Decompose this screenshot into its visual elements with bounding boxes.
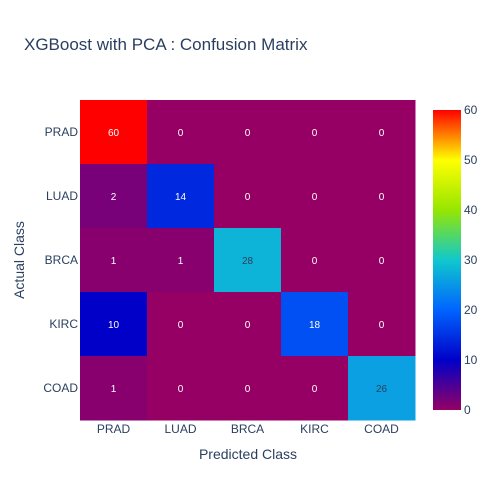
- colorbar-tick-10: 10: [464, 353, 478, 367]
- cell-value-coad-brca: 0: [245, 384, 251, 395]
- cell-value-kirc-prad: 10: [108, 320, 120, 331]
- x-tick-luad: LUAD: [164, 422, 196, 436]
- cell-value-luad-coad: 0: [379, 192, 385, 203]
- heatmap-cells: 60 0 0 0 02 14 0 0 01 1 28 0 010 0 0 18 01 0 0 0 26: [80, 100, 416, 421]
- cell-value-brca-coad: 0: [379, 256, 385, 267]
- cell-value-coad-coad: 26: [376, 384, 388, 395]
- colorbar-tick-0: 0: [464, 403, 471, 417]
- x-axis-title: Predicted Class: [199, 446, 297, 462]
- cell-value-kirc-brca: 0: [245, 320, 251, 331]
- y-tick-kirc: KIRC: [49, 317, 78, 331]
- cell-value-prad-prad: 60: [108, 128, 120, 139]
- cell-value-kirc-luad: 0: [178, 320, 184, 331]
- colorbar-tick-40: 40: [464, 203, 478, 217]
- colorbar-tick-50: 50: [464, 153, 478, 167]
- colorbar-tick-30: 30: [464, 253, 478, 267]
- x-axis-ticks: PRAD LUAD BRCA KIRC COAD: [97, 422, 399, 436]
- y-tick-brca: BRCA: [45, 253, 78, 267]
- cell-value-prad-luad: 0: [178, 128, 184, 139]
- colorbar: [433, 110, 461, 410]
- x-tick-kirc: KIRC: [300, 422, 329, 436]
- cell-value-luad-luad: 14: [175, 192, 187, 203]
- cell-value-coad-kirc: 0: [312, 384, 318, 395]
- colorbar-tick-20: 20: [464, 303, 478, 317]
- x-tick-prad: PRAD: [97, 422, 131, 436]
- cell-value-coad-prad: 1: [111, 384, 117, 395]
- cell-value-brca-brca: 28: [242, 256, 254, 267]
- y-axis-title: Actual Class: [11, 221, 27, 299]
- y-axis-ticks: PRAD LUAD BRCA KIRC COAD: [43, 125, 78, 395]
- cell-value-coad-luad: 0: [178, 384, 184, 395]
- cell-value-brca-kirc: 0: [312, 256, 318, 267]
- cell-value-prad-kirc: 0: [312, 128, 318, 139]
- cell-value-luad-prad: 2: [111, 192, 117, 203]
- x-tick-brca: BRCA: [231, 422, 264, 436]
- cell-value-kirc-kirc: 18: [309, 320, 321, 331]
- y-tick-coad: COAD: [43, 381, 78, 395]
- colorbar-ticks: 0 10 20 30 40 50 60: [464, 103, 478, 417]
- chart-title: XGBoost with PCA : Confusion Matrix: [24, 35, 308, 54]
- cell-value-prad-coad: 0: [379, 128, 385, 139]
- cell-value-luad-kirc: 0: [312, 192, 318, 203]
- cell-value-prad-brca: 0: [245, 128, 251, 139]
- y-tick-prad: PRAD: [45, 125, 79, 139]
- cell-value-luad-brca: 0: [245, 192, 251, 203]
- y-tick-luad: LUAD: [46, 189, 78, 203]
- cell-value-brca-luad: 1: [178, 256, 184, 267]
- cell-value-kirc-coad: 0: [379, 320, 385, 331]
- x-tick-coad: COAD: [364, 422, 399, 436]
- cell-value-brca-prad: 1: [111, 256, 117, 267]
- colorbar-tick-60: 60: [464, 103, 478, 117]
